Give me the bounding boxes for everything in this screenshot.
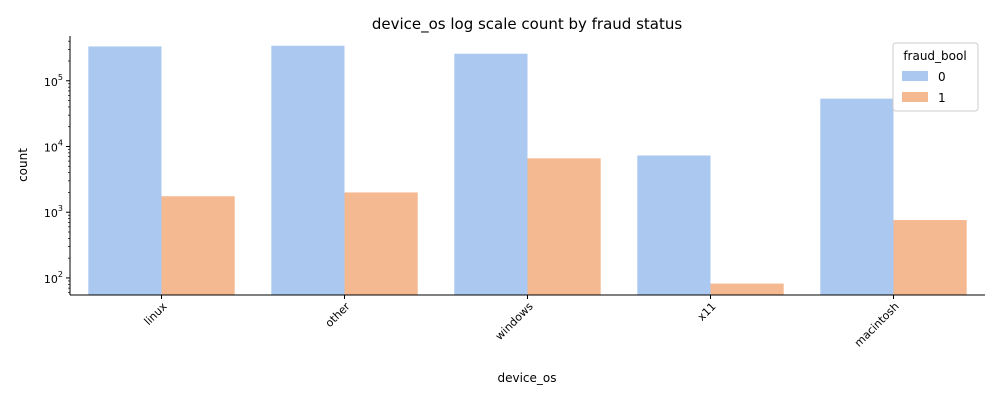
x-tick-label-other: other [323,300,353,330]
bar-linux-fraud-0 [88,46,162,295]
x-tick-label-x11: x11 [695,300,719,324]
legend-title: fraud_bool [903,49,966,63]
y-tick-label-10000: 104 [44,138,63,154]
y-tick-label-100000: 105 [44,73,63,89]
x-tick-label-windows: windows [493,300,536,343]
y-tick-label-100: 102 [44,270,63,286]
bar-windows-fraud-0 [454,53,528,295]
legend-label-1: 1 [938,91,946,105]
legend-swatch-1 [902,92,928,102]
x-axis-ticks: linux other windows x11 macintosh [142,295,902,350]
bar-other-fraud-1 [344,192,418,295]
bar-x11-fraud-1 [710,283,784,295]
legend: fraud_bool 0 1 [892,42,979,112]
legend-label-0: 0 [938,70,946,84]
x-axis-label: device_os [497,371,556,385]
bar-x11-fraud-0 [637,155,711,295]
bars-layer [88,45,967,296]
bar-macintosh-fraud-0 [820,98,894,295]
bar-linux-fraud-1 [161,196,235,295]
x-tick-label-macintosh: macintosh [852,300,902,350]
y-axis-label: count [16,148,30,182]
bar-macintosh-fraud-1 [893,220,967,295]
y-axis-ticks: 102 103 104 105 [44,40,70,293]
y-tick-label-1000: 103 [44,204,63,220]
x-tick-label-linux: linux [142,300,170,328]
bar-other-fraud-0 [271,45,345,296]
legend-swatch-0 [902,71,928,81]
bar-windows-fraud-1 [527,158,601,295]
chart-title: device_os log scale count by fraud statu… [372,15,683,34]
